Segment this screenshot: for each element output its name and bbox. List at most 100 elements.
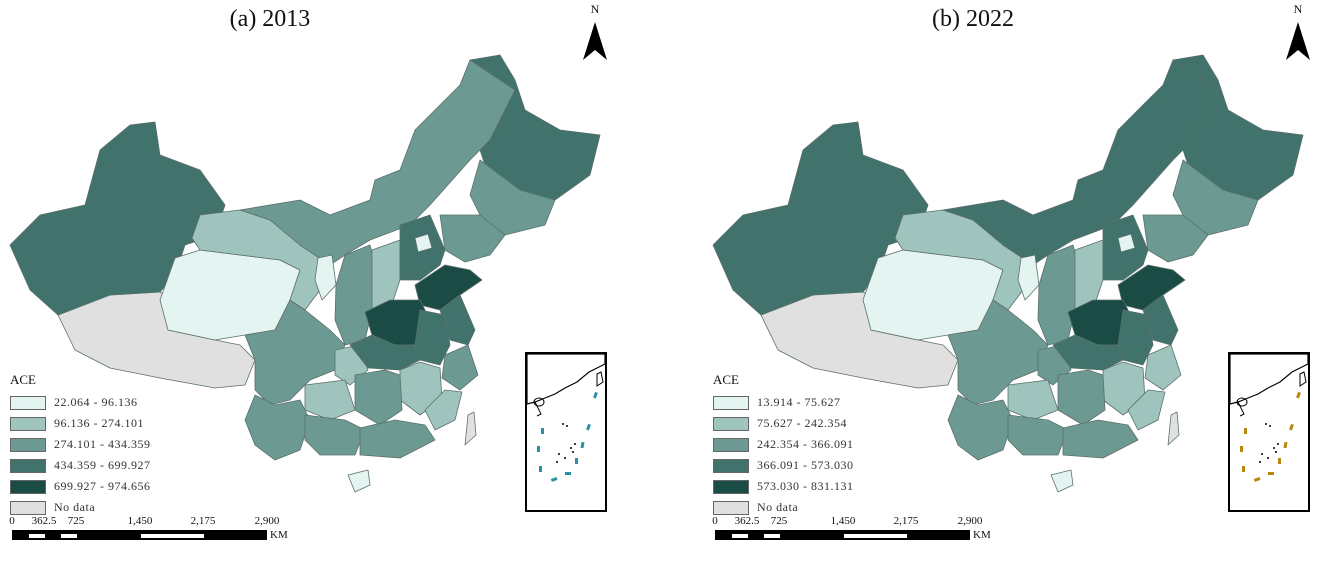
nine-dash-line xyxy=(1240,391,1301,482)
region-heilongjiang xyxy=(1172,54,1304,201)
region-yunnan xyxy=(244,394,311,461)
legend-label: No data xyxy=(54,500,96,514)
region-guizhou xyxy=(1007,379,1059,421)
legend-label: No data xyxy=(757,500,799,514)
legend-item: No data xyxy=(10,497,210,518)
region-fujian xyxy=(424,389,463,431)
nine-dash-line xyxy=(537,391,598,482)
legend-item: 274.101 - 434.359 xyxy=(10,434,210,455)
region-hunan xyxy=(1057,369,1106,426)
region-hunan xyxy=(354,369,403,426)
region-xinjiang xyxy=(712,121,929,316)
north-label: N xyxy=(1293,2,1303,16)
scale-tick: 362.5 xyxy=(31,515,57,527)
legend-swatch xyxy=(10,479,46,494)
region-heilongjiang xyxy=(469,54,601,201)
scale-bar-graphic xyxy=(12,530,267,540)
region-hubei xyxy=(349,334,421,371)
legend: ACE 22.064 - 96.136 96.136 - 274.101 274… xyxy=(10,372,210,518)
north-arrow-icon: N xyxy=(580,2,610,62)
legend-item: 75.627 - 242.354 xyxy=(713,413,913,434)
china-choropleth-map xyxy=(712,54,1304,493)
region-xinjiang xyxy=(9,121,226,316)
legend-swatch xyxy=(10,500,46,515)
legend-item: 96.136 - 274.101 xyxy=(10,413,210,434)
legend-swatch xyxy=(10,395,46,410)
legend-title: ACE xyxy=(713,372,739,387)
region-hubei xyxy=(1052,334,1124,371)
legend-label: 366.091 - 573.030 xyxy=(757,458,854,472)
legend-item: 573.030 - 831.131 xyxy=(713,476,913,497)
scale-bar: 0 362.5 725 1,450 2,175 2,900 KM xyxy=(9,515,287,545)
legend-swatch xyxy=(713,458,749,473)
legend-label: 22.064 - 96.136 xyxy=(54,395,138,409)
region-ningxia xyxy=(314,254,337,301)
scale-tick: 0 xyxy=(9,515,15,527)
region-taiwan xyxy=(464,411,477,446)
legend-item: 22.064 - 96.136 xyxy=(10,392,210,413)
legend-label: 274.101 - 434.359 xyxy=(54,437,151,451)
scale-unit: KM xyxy=(973,529,991,541)
region-shanxi xyxy=(1074,239,1104,311)
legend-swatch xyxy=(10,416,46,431)
map-panel-2013: (a) 2013 N xyxy=(0,0,662,562)
legend-label: 573.030 - 831.131 xyxy=(757,479,854,493)
scale-bar: 0 362.5 725 1,450 2,175 2,900 KM xyxy=(712,515,990,545)
region-jilin xyxy=(469,159,556,236)
scale-tick: 725 xyxy=(67,515,85,527)
legend-swatch xyxy=(713,479,749,494)
region-guangdong xyxy=(1062,419,1139,459)
legend-swatch xyxy=(10,437,46,452)
scale-tick: 1,450 xyxy=(830,515,856,527)
north-label: N xyxy=(590,2,600,16)
china-choropleth-map xyxy=(9,54,601,493)
north-arrow-icon: N xyxy=(1283,2,1313,62)
scale-bar-graphic xyxy=(715,530,970,540)
legend-swatch xyxy=(10,458,46,473)
legend-swatch xyxy=(713,416,749,431)
legend-item: 242.354 - 366.091 xyxy=(713,434,913,455)
region-fujian xyxy=(1127,389,1166,431)
legend: ACE 13.914 - 75.627 75.627 - 242.354 242… xyxy=(713,372,913,518)
panel-title: (a) 2013 xyxy=(229,6,311,32)
legend-item: 699.927 - 974.656 xyxy=(10,476,210,497)
legend-label: 699.927 - 974.656 xyxy=(54,479,151,493)
region-taiwan xyxy=(1167,411,1180,446)
legend-swatch xyxy=(713,500,749,515)
legend-label: 434.359 - 699.927 xyxy=(54,458,151,472)
legend-label: 75.627 - 242.354 xyxy=(757,416,847,430)
region-guangxi xyxy=(304,414,366,456)
region-yunnan xyxy=(947,394,1014,461)
legend-item: 366.091 - 573.030 xyxy=(713,455,913,476)
region-beijing xyxy=(1117,233,1136,253)
south-china-sea-inset xyxy=(1228,352,1310,512)
region-ningxia xyxy=(1017,254,1040,301)
legend-title: ACE xyxy=(10,372,36,387)
region-beijing xyxy=(414,233,433,253)
region-jilin xyxy=(1172,159,1259,236)
legend-label: 242.354 - 366.091 xyxy=(757,437,854,451)
scale-tick: 2,175 xyxy=(893,515,919,527)
panel-title: (b) 2022 xyxy=(932,6,1014,32)
region-zhejiang xyxy=(441,344,479,391)
region-hainan xyxy=(347,469,371,493)
region-hainan xyxy=(1050,469,1074,493)
legend-item: No data xyxy=(713,497,913,518)
scale-tick: 2,900 xyxy=(957,515,983,527)
scale-tick: 362.5 xyxy=(734,515,760,527)
scale-unit: KM xyxy=(270,529,288,541)
region-shanxi xyxy=(371,239,401,311)
scale-tick: 1,450 xyxy=(127,515,153,527)
scale-tick: 0 xyxy=(712,515,718,527)
legend-label: 13.914 - 75.627 xyxy=(757,395,841,409)
scale-tick: 2,175 xyxy=(190,515,216,527)
map-panel-2022: (b) 2022 N xyxy=(703,0,1325,562)
legend-label: 96.136 - 274.101 xyxy=(54,416,144,430)
region-guangxi xyxy=(1007,414,1069,456)
region-guangdong xyxy=(359,419,436,459)
region-guizhou xyxy=(304,379,356,421)
region-zhejiang xyxy=(1144,344,1182,391)
legend-swatch xyxy=(713,437,749,452)
scale-tick: 2,900 xyxy=(254,515,280,527)
south-china-sea-inset xyxy=(525,352,607,512)
